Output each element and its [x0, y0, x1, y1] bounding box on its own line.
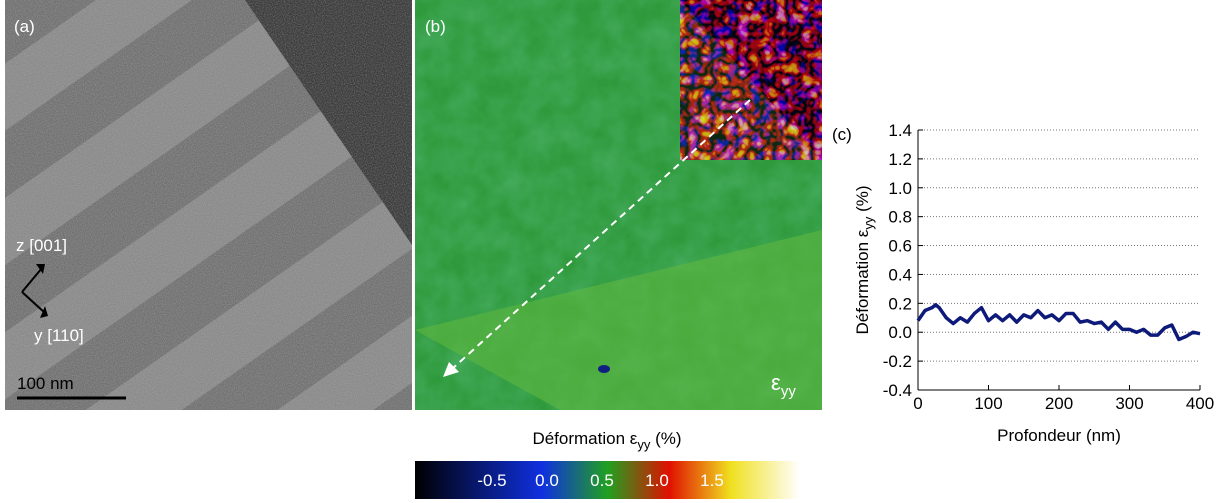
title: Déformation ε	[853, 229, 872, 334]
panel-label: (b)	[425, 17, 446, 36]
arrow-head	[443, 362, 459, 377]
colorbar-title: Déformation εyy (%)	[532, 429, 681, 452]
x-tick-label: 300	[1115, 394, 1143, 413]
y-tick-label: 1.4	[888, 121, 912, 140]
x-axis-title: Profondeur (nm)	[997, 426, 1121, 445]
title-tail: (%)	[650, 429, 681, 448]
colorbar-tick-label: 0.0	[535, 471, 559, 490]
axis-label: y [110]	[34, 326, 84, 345]
y-tick-label: 0.0	[888, 323, 912, 342]
title-sub: yy	[861, 216, 876, 230]
y-tick-label: 0.2	[888, 294, 912, 313]
title-tail: (%)	[853, 185, 872, 216]
arrow-heads	[36, 264, 48, 318]
colorbar-tick-label: -0.5	[477, 471, 506, 490]
axis-arrows	[21, 267, 46, 314]
x-tick-label: 200	[1045, 394, 1073, 413]
panel-label: (a)	[14, 17, 35, 36]
axis-label: z [001]	[16, 236, 67, 255]
x-tick-label: 0	[913, 394, 922, 413]
strain-symbol: εyy	[771, 370, 796, 400]
y-tick-label: 1.0	[888, 179, 912, 198]
y-tick-label: 1.2	[888, 150, 912, 169]
colorbar	[415, 461, 800, 499]
symbol: ε	[771, 370, 781, 395]
strain-map	[415, 0, 822, 410]
title: Déformation ε	[532, 429, 637, 448]
x-tick-label: 100	[974, 394, 1002, 413]
tem-image	[5, 0, 412, 410]
colorbar-tick-label: 0.5	[590, 471, 614, 490]
y-axis-title: Déformation εyy (%)	[853, 185, 876, 334]
y-tick-label: -0.4	[883, 381, 912, 400]
profile-arrow	[451, 99, 751, 370]
y-tick-label: -0.2	[883, 352, 912, 371]
symbol-sub: yy	[781, 383, 797, 400]
colorbar-tick-label: 1.0	[645, 471, 669, 490]
colorbar-tick-label: 1.5	[700, 471, 724, 490]
scale-bar-label: 100 nm	[17, 374, 74, 393]
panel-label: (c)	[832, 125, 852, 144]
title-sub: yy	[637, 437, 651, 452]
y-tick-label: 0.8	[888, 208, 912, 227]
y-tick-label: 0.4	[888, 265, 912, 284]
data-line	[916, 303, 1201, 342]
y-tick-label: 0.6	[888, 237, 912, 256]
x-tick-label: 400	[1186, 394, 1214, 413]
